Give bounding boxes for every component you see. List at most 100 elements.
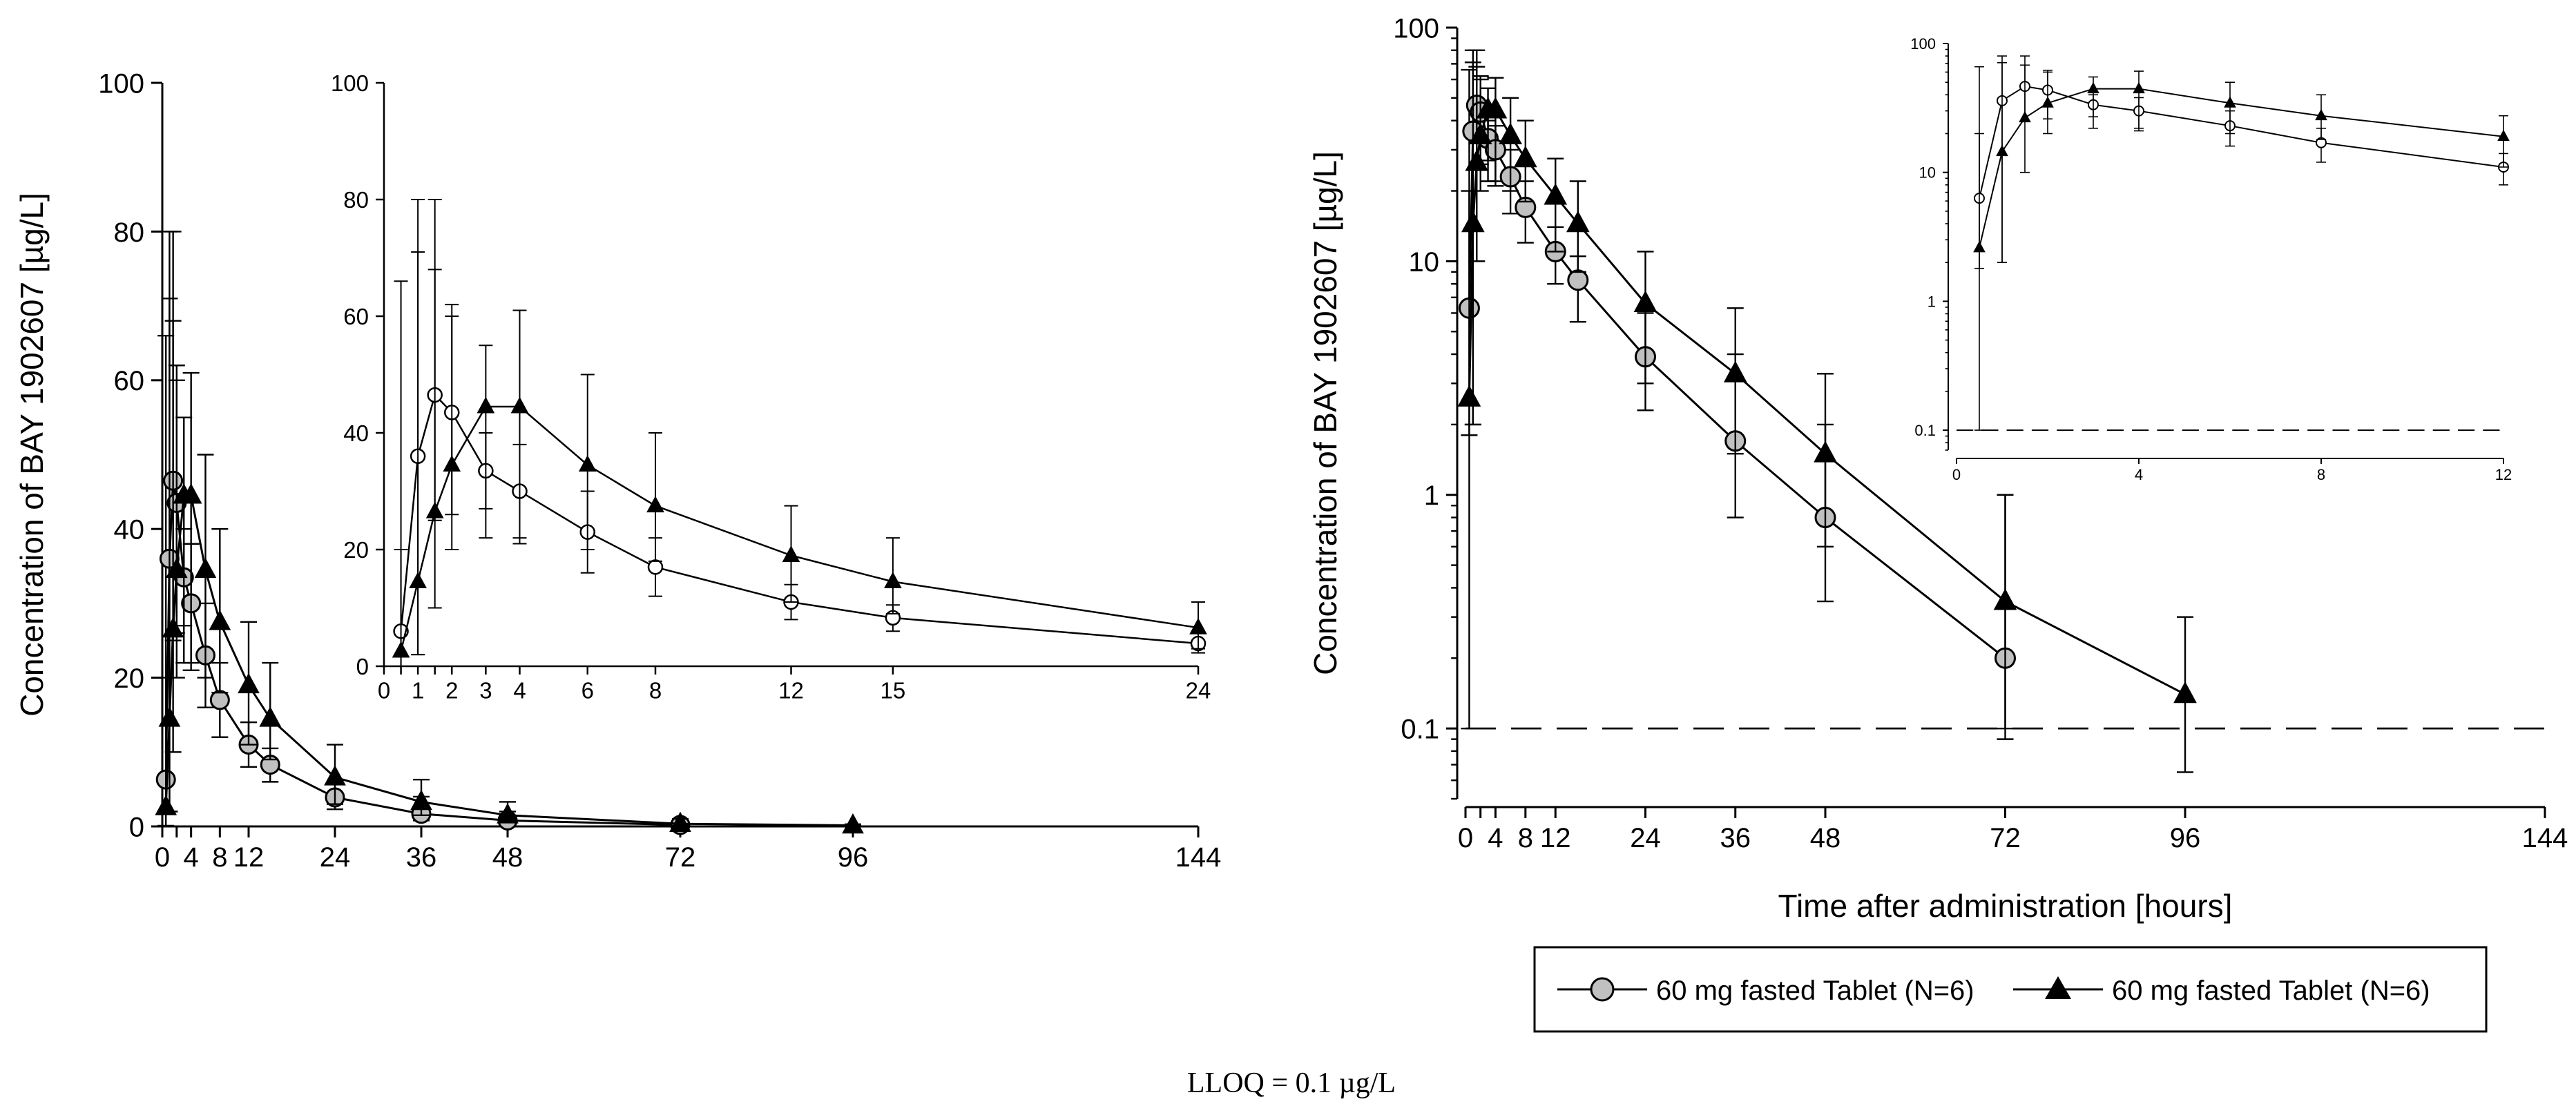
x-tick-label: 4 — [2135, 466, 2143, 483]
y-tick-label: 100 — [1910, 35, 1936, 52]
data-point-triangle — [324, 765, 346, 786]
series-line-triangle — [1468, 108, 2186, 696]
x-tick-label: 0 — [1458, 823, 1473, 853]
x-tick-label: 12 — [233, 842, 265, 873]
y-tick-label: 100 — [98, 68, 144, 99]
x-tick-label: 96 — [838, 842, 869, 873]
data-point-triangle — [2497, 129, 2510, 142]
data-point-triangle — [238, 672, 260, 694]
data-point-triangle — [1499, 122, 1522, 144]
x-tick-label: 6 — [581, 678, 594, 704]
data-point-triangle — [1457, 385, 1481, 407]
x-tick-label: 36 — [406, 842, 437, 873]
data-point-triangle — [477, 396, 495, 414]
data-point-triangle — [209, 610, 231, 630]
series-line-triangle — [164, 494, 854, 826]
x-tick-label: 12 — [1540, 823, 1571, 853]
series-line-triangle — [400, 405, 1199, 652]
data-point-triangle — [180, 483, 202, 504]
legend-triangle-marker — [2045, 976, 2071, 999]
x-tick-label: 48 — [1810, 823, 1841, 853]
y-tick-label: 80 — [114, 217, 145, 248]
y-tick-label: 40 — [114, 515, 145, 545]
y-axis-label: Concentration of BAY 1902607 [µg/L] — [14, 193, 50, 717]
data-point-triangle — [782, 545, 800, 562]
x-tick-label: 0 — [378, 678, 390, 704]
data-point-triangle — [2315, 108, 2327, 121]
x-tick-label: 24 — [1630, 823, 1661, 853]
y-tick-label: 80 — [343, 187, 369, 213]
data-point-triangle — [578, 455, 597, 472]
data-point-triangle — [2087, 81, 2099, 94]
data-point-circle — [1567, 269, 1589, 291]
x-tick-label: 8 — [1518, 823, 1533, 853]
x-tick-label: 0 — [1952, 466, 1961, 483]
data-point-circle — [209, 690, 230, 710]
legend-label-triangle: 60 mg fasted Tablet (N=6) — [2112, 976, 2430, 1006]
data-point-triangle — [1973, 241, 1986, 253]
data-point-triangle — [2019, 110, 2031, 123]
data-point-triangle — [669, 811, 691, 832]
x-tick-label: 24 — [320, 842, 351, 873]
data-point-triangle — [409, 572, 427, 588]
data-point-triangle — [194, 557, 217, 579]
y-tick-label: 60 — [114, 366, 145, 396]
data-point-triangle — [2133, 81, 2145, 94]
x-tick-label: 12 — [2495, 466, 2512, 483]
data-point-triangle — [1993, 588, 2017, 610]
x-tick-label: 4 — [513, 678, 526, 704]
y-tick-label: 0.1 — [1914, 422, 1936, 439]
x-tick-label: 96 — [2170, 823, 2201, 853]
x-tick-label: 0 — [155, 842, 170, 873]
y-tick-label: 40 — [343, 420, 369, 446]
data-point-triangle — [1633, 290, 1657, 312]
y-tick-label: 1 — [1928, 293, 1936, 310]
legend-label-circle: 60 mg fasted Tablet (N=6) — [1656, 976, 1974, 1006]
series-triangle — [1973, 55, 2510, 269]
x-tick-label: 8 — [2317, 466, 2325, 483]
x-tick-label: 15 — [881, 678, 906, 704]
data-point-triangle — [1996, 144, 2008, 157]
data-point-triangle — [2173, 681, 2197, 704]
series-line-circle — [1979, 86, 2504, 199]
data-point-circle — [647, 559, 664, 575]
y-tick-label: 1 — [1424, 481, 1439, 511]
series-line-circle — [164, 480, 681, 826]
x-tick-label: 1 — [412, 678, 424, 704]
series-triangle — [1457, 49, 2197, 773]
series-circle — [1974, 61, 2509, 431]
x-tick-label: 12 — [778, 678, 804, 704]
right-inset-chart: 0.1 1 10 100 0 4 8 12 — [1910, 35, 2512, 483]
data-point-triangle — [2041, 96, 2054, 108]
y-tick-label: 10 — [1409, 247, 1440, 278]
data-point-triangle — [425, 501, 444, 518]
data-point-triangle — [1513, 146, 1537, 168]
x-tick-label: 8 — [649, 678, 662, 704]
legend: 60 mg fasted Tablet (N=6) 60 mg fasted T… — [1533, 946, 2488, 1033]
data-point-triangle — [646, 496, 664, 513]
y-tick-label: 100 — [331, 70, 369, 96]
series-circle — [393, 251, 1207, 667]
x-tick-label: 144 — [1175, 842, 1222, 873]
data-point-triangle — [410, 789, 432, 811]
y-tick-label: 60 — [343, 304, 369, 329]
series-triangle — [392, 199, 1207, 667]
x-tick-label: 36 — [1720, 823, 1751, 853]
data-point-triangle — [158, 706, 181, 727]
data-point-triangle — [510, 396, 529, 414]
data-point-triangle — [1544, 183, 1568, 205]
lloq-footnote: LLOQ = 0.1 µg/L — [1187, 1067, 1396, 1099]
data-point-triangle — [2224, 96, 2236, 108]
legend-circle-marker — [1590, 977, 1615, 1002]
data-point-triangle — [1814, 440, 1837, 463]
data-point-triangle — [884, 572, 902, 588]
x-tick-label: 72 — [1990, 823, 2021, 853]
y-tick-label: 20 — [114, 663, 145, 694]
data-point-triangle — [1483, 97, 1508, 119]
data-point-triangle — [1189, 617, 1207, 634]
x-tick-label: 24 — [1186, 678, 1211, 704]
x-tick-label: 2 — [445, 678, 458, 704]
